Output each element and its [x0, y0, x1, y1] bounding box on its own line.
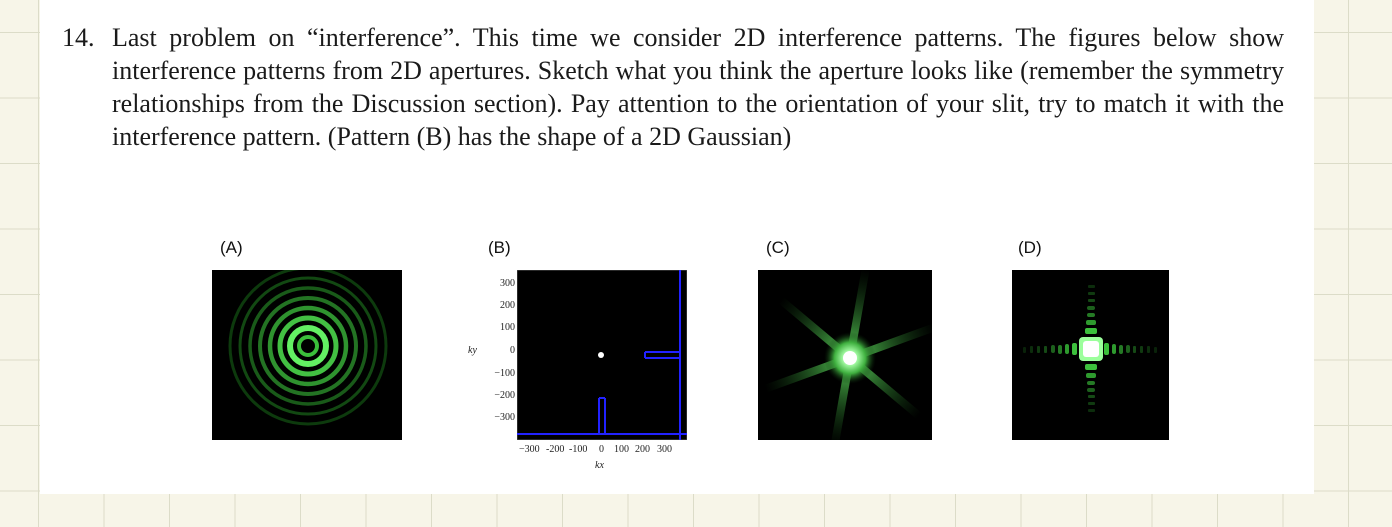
figure-a-label: (A) [220, 238, 243, 257]
x-tick: −300 [519, 444, 540, 455]
x-tick: -100 [569, 444, 588, 455]
figure-b-gaussian-plot [517, 270, 687, 440]
star-rays [764, 270, 932, 440]
y-tick: −100 [494, 368, 515, 379]
x-tick: 300 [657, 444, 672, 455]
figure-d-cross-pattern [1012, 270, 1169, 440]
x-tick: -200 [546, 444, 565, 455]
bright-center [1083, 341, 1099, 357]
problem-text: Last problem on “interference”. This tim… [112, 23, 1284, 151]
y-tick: −300 [494, 412, 515, 423]
x-tick: 100 [614, 444, 629, 455]
y-tick: −200 [494, 390, 515, 401]
y-tick: 200 [500, 300, 515, 311]
gaussian-spot [598, 352, 604, 358]
figure-b-label: (B) [488, 238, 511, 257]
x-axis-label: kx [595, 460, 604, 471]
figure-c-star-pattern [758, 270, 932, 440]
problem-number: 14. [62, 23, 95, 52]
figure-d-label: (D) [1018, 238, 1042, 257]
y-tick: 0 [510, 345, 515, 356]
figure-b-x-ticks: −300 -200 -100 0 100 200 300 kx [517, 444, 687, 474]
plot-frame-lines [517, 270, 687, 440]
y-tick: 300 [500, 278, 515, 289]
horizontal-fringes [1023, 343, 1157, 355]
y-tick: 100 [500, 322, 515, 333]
x-tick: 0 [599, 444, 604, 455]
figure-b-y-ticks: 300 200 100 0 −100 −200 −300 ky [468, 278, 515, 438]
problem-14: 14. Last problem on “interference”. This… [62, 21, 1284, 153]
figure-c-label: (C) [766, 238, 790, 257]
airy-rings [228, 270, 388, 426]
figure-a-ring-pattern [212, 270, 402, 440]
vertical-fringes [1085, 285, 1097, 412]
y-axis-label: ky [468, 345, 477, 356]
x-tick: 200 [635, 444, 650, 455]
